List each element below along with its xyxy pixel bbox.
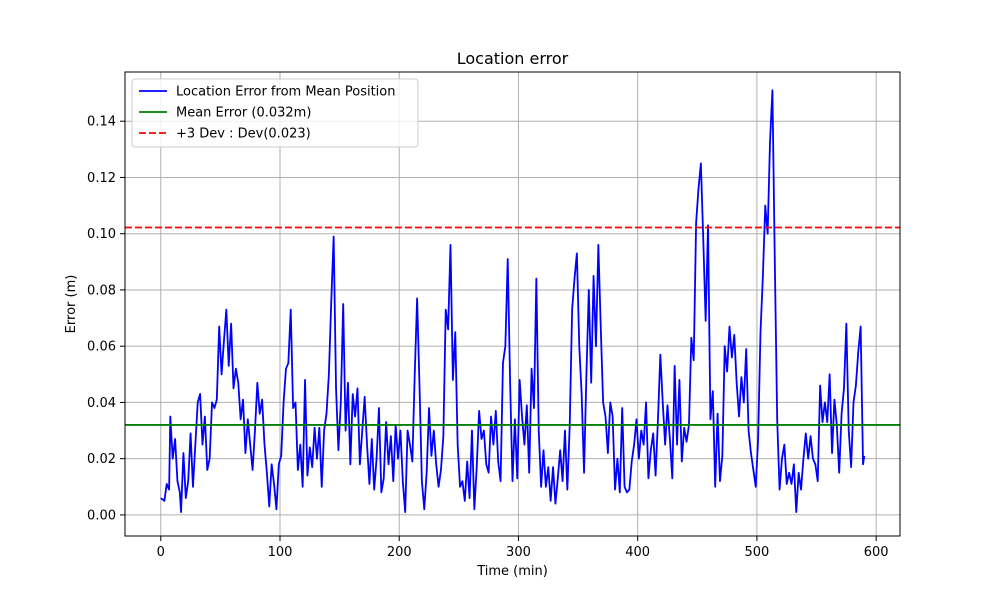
y-tick-label: 0.04 [87, 396, 116, 411]
x-tick-label: 400 [625, 545, 650, 560]
plot-frame [124, 71, 901, 537]
x-tick-label: 100 [268, 545, 293, 560]
y-tick-label: 0.12 [87, 171, 116, 186]
legend-label: Mean Error (0.032m) [176, 106, 311, 121]
y-tick-label: 0.10 [87, 227, 116, 242]
y-tick-label: 0.02 [87, 452, 116, 467]
x-axis: 0 100 200 300 400 500 600 [157, 536, 889, 560]
x-tick-label: 0 [157, 545, 165, 560]
grid-lines [125, 72, 900, 536]
chart-title: Location error [457, 49, 569, 68]
legend-label: Location Error from Mean Position [176, 85, 396, 100]
x-axis-label: Time (min) [476, 564, 548, 579]
x-tick-label: 500 [745, 545, 770, 560]
legend-label: +3 Dev : Dev(0.023) [176, 127, 311, 142]
series-line-location-error [160, 89, 866, 513]
y-tick-label: 0.14 [87, 115, 116, 130]
legend-box [131, 78, 419, 148]
y-tick-label: 0.00 [87, 508, 116, 523]
y-axis: 0.00 0.02 0.04 0.06 0.08 0.10 0.12 0.14 [87, 115, 125, 523]
y-tick-label: 0.06 [87, 340, 116, 355]
x-tick-label: 600 [864, 545, 889, 560]
y-axis-label: Error (m) [64, 275, 79, 334]
y-tick-label: 0.08 [87, 283, 116, 298]
legend: Location Error from Mean Position Mean Er… [131, 78, 419, 148]
x-tick-label: 300 [506, 545, 531, 560]
plot-area [125, 89, 900, 513]
x-tick-label: 200 [387, 545, 412, 560]
